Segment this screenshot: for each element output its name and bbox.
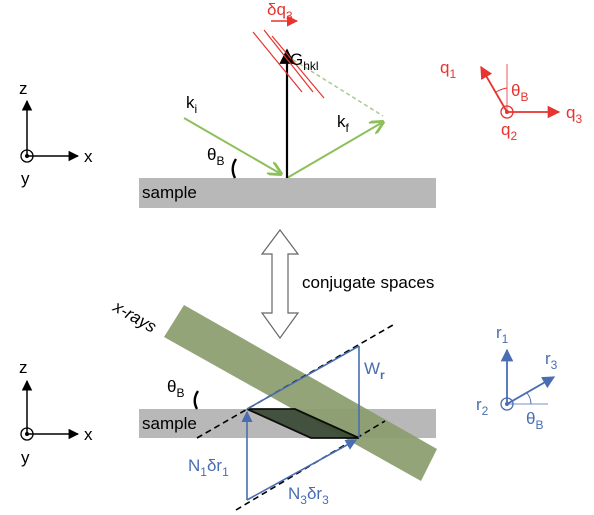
r-theta-label: θB xyxy=(526,409,543,432)
w-r-label: Wr xyxy=(364,359,385,382)
top-theta-label: θB xyxy=(207,145,224,168)
q3-label: q3 xyxy=(566,103,582,126)
xrays-label: x-rays xyxy=(109,297,160,337)
bottom-theta-arc xyxy=(193,390,200,410)
r2-axis-circle xyxy=(500,397,514,411)
q-axes: q1 θB q2 q3 xyxy=(440,58,582,143)
conjugate-spaces-label: conjugate spaces xyxy=(302,273,434,292)
xray-beam xyxy=(164,305,437,481)
k-f-vector xyxy=(286,122,383,179)
q-theta-label: θB xyxy=(511,81,528,104)
top-y-label: y xyxy=(21,169,30,188)
k-i-vector xyxy=(183,117,281,174)
bottom-sample-label: sample xyxy=(142,414,197,433)
k-f-label: kf xyxy=(337,112,350,135)
top-sample-slab xyxy=(139,178,436,208)
k-i-label: ki xyxy=(186,93,197,116)
top-lab-axes: z x y xyxy=(19,79,93,188)
k-f-dashed-extension xyxy=(286,55,384,117)
bottom-theta-label: θB xyxy=(167,377,184,400)
r-axes: r1 r3 r2 θB xyxy=(476,323,558,432)
dq3-line-1 xyxy=(252,31,303,93)
bottom-x-label: x xyxy=(84,425,93,444)
r3-axis xyxy=(506,376,556,405)
conjugate-double-arrow xyxy=(260,229,300,340)
q1-axis xyxy=(480,65,508,113)
r2-axis-dot xyxy=(505,402,509,406)
r3-label: r3 xyxy=(545,349,558,372)
q-theta-arc xyxy=(495,87,508,93)
n1-dr1-label: N1δr1 xyxy=(188,456,229,479)
bottom-y-axis-circle xyxy=(20,427,34,441)
bottom-lab-axes: z x y xyxy=(19,358,93,467)
dq3-line-3 xyxy=(271,35,325,99)
q2-label: q2 xyxy=(501,120,517,143)
top-y-axis-circle xyxy=(20,149,34,163)
q2-axis-circle xyxy=(500,105,514,119)
r2-label: r2 xyxy=(476,395,489,418)
r1-label: r1 xyxy=(496,323,509,346)
top-x-label: x xyxy=(84,147,93,166)
dq3-label: δq3 xyxy=(267,0,293,23)
bottom-y-label: y xyxy=(21,448,30,467)
top-y-axis-dot xyxy=(25,154,29,158)
dq3-line-2 xyxy=(263,29,314,93)
blue-top-segment xyxy=(246,345,360,410)
q2-axis-dot xyxy=(505,110,509,114)
top-sample-label: sample xyxy=(142,183,197,202)
top-theta-arc xyxy=(231,158,238,179)
r-theta-arc xyxy=(526,392,532,405)
dashed-line-lower xyxy=(235,420,386,511)
q1-label: q1 xyxy=(440,58,456,81)
bottom-y-axis-dot xyxy=(25,432,29,436)
n3-dr3-label: N3δr3 xyxy=(288,484,329,507)
bottom-z-label: z xyxy=(19,358,28,377)
g-hkl-label: Ghkl xyxy=(290,50,319,73)
n3-dr3-vector xyxy=(246,439,357,501)
top-z-label: z xyxy=(19,79,28,98)
